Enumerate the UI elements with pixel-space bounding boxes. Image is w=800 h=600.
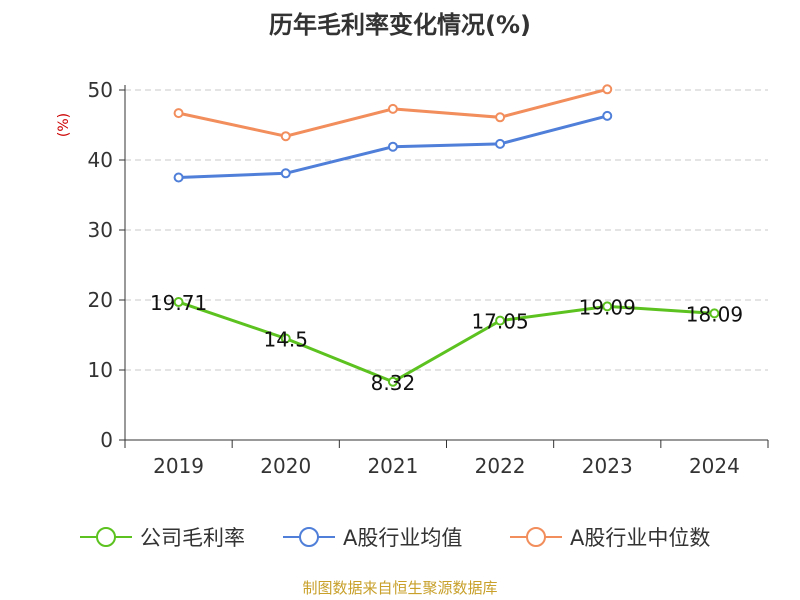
legend-label: 公司毛利率 — [140, 526, 245, 550]
data-point — [280, 131, 291, 142]
y-tick-label: 10 — [88, 358, 113, 382]
data-point — [387, 141, 398, 152]
data-point — [280, 168, 291, 179]
axes: 0 10 20 30 40 50 2019 2020 2021 2022 2023 2024 — [88, 78, 769, 478]
data-point — [173, 172, 184, 183]
y-axis-label: (%) — [56, 113, 72, 137]
data-labels: 19.71 14.5 8.32 17.05 19.09 18.09 — [150, 291, 743, 395]
y-tick-label: 50 — [88, 78, 113, 102]
legend: 公司毛利率 A股行业均值 A股行业中位数 — [80, 526, 710, 550]
data-point — [602, 110, 613, 121]
data-point — [602, 84, 613, 95]
data-point — [602, 301, 613, 312]
data-point — [709, 308, 720, 319]
data-point — [495, 112, 506, 123]
source-note: 制图数据来自恒生聚源数据库 — [302, 579, 497, 597]
data-point — [173, 297, 184, 308]
x-tick-label: 2022 — [475, 454, 526, 478]
data-point — [280, 333, 291, 344]
data-label: 8.32 — [371, 371, 416, 395]
legend-label: A股行业均值 — [343, 526, 462, 550]
data-label: 19.71 — [150, 291, 207, 315]
data-point — [387, 103, 398, 114]
data-label: 19.09 — [579, 295, 636, 319]
x-tick-label: 2024 — [689, 454, 740, 478]
grid-lines — [125, 89, 768, 371]
x-tick-label: 2021 — [367, 454, 418, 478]
data-point — [387, 376, 398, 387]
legend-item-0: 公司毛利率 — [80, 526, 245, 550]
data-label: 18.09 — [686, 302, 743, 326]
data-point — [173, 108, 184, 119]
y-tick-label: 40 — [88, 148, 113, 172]
legend-marker — [96, 527, 116, 547]
data-label: 17.05 — [471, 310, 528, 334]
y-tick-label: 0 — [100, 428, 113, 452]
data-point — [495, 138, 506, 149]
x-tick-label: 2023 — [582, 454, 633, 478]
legend-item-1: A股行业均值 — [283, 526, 462, 550]
x-tick-label: 2019 — [153, 454, 204, 478]
y-tick-label: 30 — [88, 218, 113, 242]
data-point — [495, 315, 506, 326]
legend-marker — [526, 527, 546, 547]
x-tick-label: 2020 — [260, 454, 311, 478]
series-layer — [173, 84, 720, 387]
data-label: 14.5 — [263, 328, 308, 352]
legend-marker — [299, 527, 319, 547]
series-line-0 — [178, 300, 715, 384]
legend-item-2: A股行业中位数 — [510, 526, 710, 550]
legend-label: A股行业中位数 — [570, 526, 710, 550]
chart-title: 历年毛利率变化情况(%) — [269, 11, 531, 39]
y-tick-label: 20 — [88, 288, 113, 312]
